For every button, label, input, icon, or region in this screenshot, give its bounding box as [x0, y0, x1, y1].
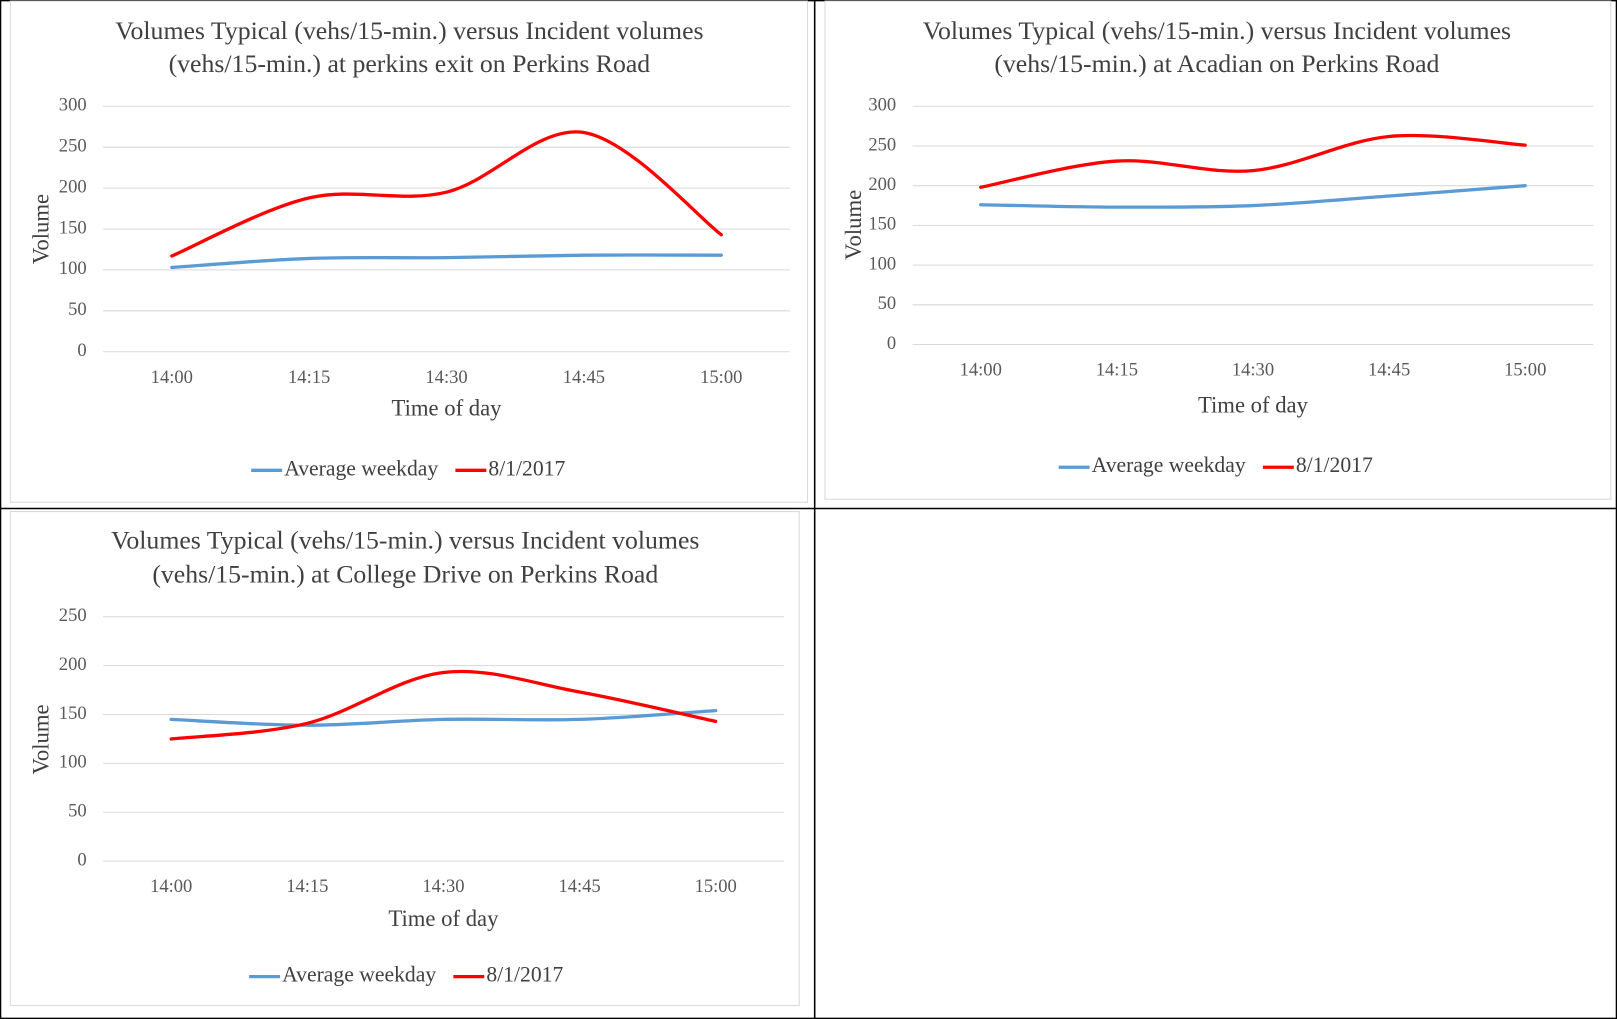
legend-label: Average weekday [1092, 453, 1246, 477]
x-tick-label: 14:45 [563, 367, 605, 388]
series-line [169, 708, 718, 727]
x-tick-label: 14:00 [150, 876, 192, 897]
y-tick-label: 300 [59, 95, 87, 116]
y-tick-label: 50 [68, 801, 87, 822]
y-axis-label: Volume [29, 704, 54, 774]
x-axis-label: Time of day [1198, 393, 1309, 418]
x-tick-label: 14:30 [425, 367, 467, 388]
x-axis-label: Time of day [388, 906, 499, 931]
y-axis-label: Volume [29, 194, 54, 264]
panel-border [824, 0, 1612, 500]
x-tick-label: 14:15 [286, 876, 328, 897]
legend-label: 8/1/2017 [488, 456, 565, 480]
series-line [169, 669, 718, 741]
x-tick-label: 15:00 [1504, 360, 1546, 381]
y-tick-label: 200 [59, 654, 87, 675]
chart-title: (vehs/15-min.) at perkins exit on Perkin… [169, 49, 651, 78]
chart-title: Volumes Typical (vehs/15-min.) versus In… [111, 525, 699, 554]
legend-label: Average weekday [284, 456, 438, 480]
chart-title: (vehs/15-min.) at College Drive on Perki… [152, 559, 658, 588]
chart-title: Volumes Typical (vehs/15-min.) versus In… [115, 16, 703, 45]
x-tick-label: 14:45 [1368, 360, 1410, 381]
chart-title: (vehs/15-min.) at Acadian on Perkins Roa… [994, 49, 1439, 78]
panel-border [9, 511, 800, 1007]
x-tick-label: 15:00 [695, 876, 737, 897]
x-tick-label: 14:15 [288, 367, 330, 388]
x-tick-label: 15:00 [700, 367, 742, 388]
series-line [979, 133, 1527, 189]
y-tick-label: 150 [59, 703, 87, 724]
y-tick-label: 0 [887, 333, 896, 354]
panel-border [9, 0, 808, 503]
x-tick-label: 14:15 [1096, 360, 1138, 381]
chart-title: Volumes Typical (vehs/15-min.) versus In… [923, 16, 1511, 45]
series-line [979, 184, 1527, 209]
y-tick-label: 250 [59, 135, 87, 156]
x-tick-label: 14:00 [151, 367, 193, 388]
y-tick-label: 50 [68, 299, 87, 320]
x-tick-label: 14:45 [558, 876, 600, 897]
y-tick-label: 150 [59, 217, 87, 238]
legend-label: Average weekday [282, 963, 436, 987]
x-tick-label: 14:30 [1232, 360, 1274, 381]
y-tick-label: 0 [77, 849, 86, 870]
y-tick-label: 200 [868, 174, 896, 195]
legend-label: 8/1/2017 [486, 963, 563, 987]
legend-label: 8/1/2017 [1296, 453, 1373, 477]
y-tick-label: 150 [868, 214, 896, 235]
y-tick-label: 250 [59, 605, 87, 626]
y-tick-label: 250 [868, 134, 896, 155]
y-tick-label: 100 [868, 253, 896, 274]
x-tick-label: 14:30 [422, 876, 464, 897]
y-tick-label: 50 [878, 293, 897, 314]
series-line [170, 253, 723, 270]
y-tick-label: 200 [59, 176, 87, 197]
y-axis-label: Volume [841, 190, 866, 260]
y-tick-label: 300 [868, 95, 896, 116]
y-tick-label: 100 [59, 752, 87, 773]
series-line [170, 130, 723, 258]
x-tick-label: 14:00 [960, 360, 1002, 381]
y-tick-label: 100 [59, 258, 87, 279]
y-tick-label: 0 [77, 340, 86, 361]
x-axis-label: Time of day [392, 396, 503, 421]
